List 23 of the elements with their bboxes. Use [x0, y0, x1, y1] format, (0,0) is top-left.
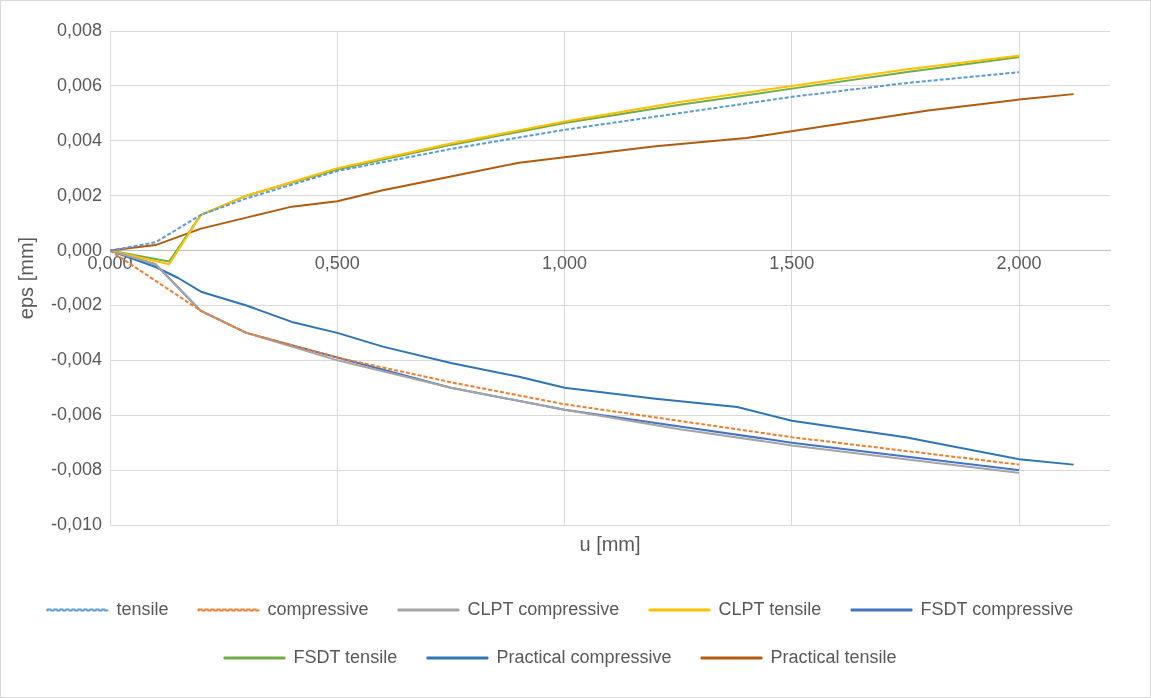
y-tick-label: 0,004 — [56, 129, 103, 150]
legend-label: CLPT compressive — [467, 598, 620, 619]
x-tick-label: 2,000 — [996, 253, 1042, 274]
legend-label: compressive — [267, 598, 369, 619]
y-tick-label: -0,008 — [50, 459, 103, 480]
x-tick-label: 1,500 — [769, 253, 815, 274]
legend-label: CLPT tensile — [718, 598, 822, 619]
y-tick-label: 0,008 — [56, 19, 103, 40]
x-tick-label: 0,500 — [314, 253, 360, 274]
x-axis-title: u [mm] — [579, 532, 641, 555]
y-tick-label: -0,006 — [50, 404, 103, 425]
legend-label: Practical tensile — [770, 646, 897, 667]
y-tick-label: -0,010 — [50, 513, 103, 534]
legend-label: FSDT compressive — [920, 598, 1074, 619]
y-tick-label: -0,004 — [50, 349, 103, 370]
legend-label: FSDT tensile — [293, 646, 398, 667]
y-tick-label: 0,006 — [56, 74, 103, 95]
legend-label: Practical compressive — [496, 646, 672, 667]
legend-label: tensile — [116, 598, 169, 619]
y-axis-title: eps [mm] — [14, 236, 37, 320]
y-tick-label: -0,002 — [50, 294, 103, 315]
x-tick-label: 1,000 — [542, 253, 588, 274]
y-tick-label: 0,002 — [56, 184, 103, 205]
